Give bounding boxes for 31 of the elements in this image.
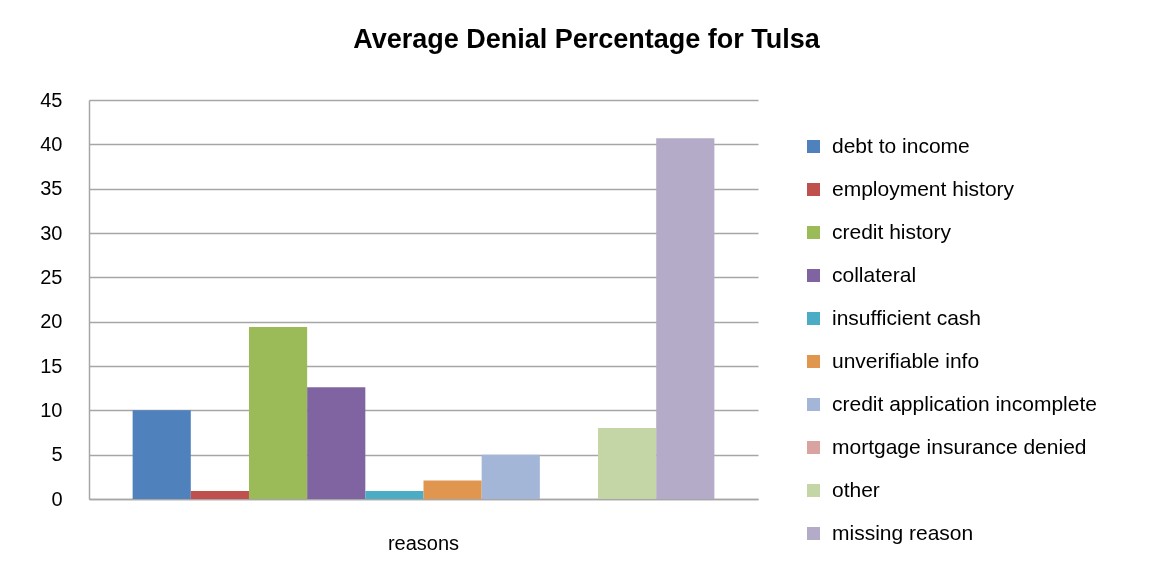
bar <box>598 428 657 499</box>
y-tick-label: 30 <box>40 221 63 244</box>
y-tick-label: 20 <box>40 310 63 333</box>
legend-label: debt to income <box>832 133 970 157</box>
y-tick-label: 0 <box>51 487 63 510</box>
legend-label: mortgage insurance denied <box>832 434 1087 458</box>
bar <box>423 480 482 499</box>
legend-label: credit history <box>832 219 952 243</box>
bar <box>307 387 366 499</box>
legend-label: credit application incomplete <box>832 391 1097 415</box>
bar <box>656 138 715 499</box>
legend-label: collateral <box>832 262 917 286</box>
y-tick-label: 35 <box>40 177 63 200</box>
legend-label: unverifiable info <box>832 348 980 372</box>
x-tick-label: reasons <box>387 531 460 554</box>
y-tick-label: 10 <box>40 398 63 421</box>
bar <box>132 410 191 499</box>
y-tick-label: 15 <box>40 354 63 377</box>
y-tick-label: 5 <box>51 443 63 466</box>
legend-label: insufficient cash <box>832 305 982 329</box>
y-tick-label: 40 <box>40 132 63 155</box>
legend-label: missing reason <box>832 520 974 544</box>
bar <box>481 454 540 499</box>
chart-title: Average Denial Percentage for Tulsa <box>353 24 821 54</box>
bar <box>190 491 249 499</box>
bar <box>365 491 424 499</box>
y-tick-label: 45 <box>40 88 63 111</box>
legend-label: employment history <box>832 176 1015 200</box>
bar <box>248 326 308 499</box>
legend-label: other <box>832 477 880 501</box>
y-tick-label: 25 <box>40 265 63 288</box>
